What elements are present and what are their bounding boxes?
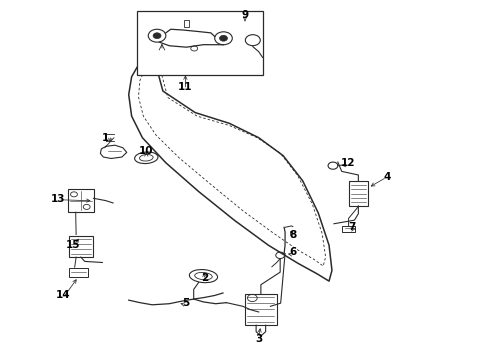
Ellipse shape xyxy=(189,270,218,283)
Text: 13: 13 xyxy=(51,194,66,204)
Ellipse shape xyxy=(135,152,158,163)
Text: 5: 5 xyxy=(182,298,189,308)
Bar xyxy=(68,189,94,212)
Text: 15: 15 xyxy=(66,240,80,250)
Text: 4: 4 xyxy=(383,172,391,182)
Ellipse shape xyxy=(140,154,153,161)
Polygon shape xyxy=(100,145,127,158)
Ellipse shape xyxy=(195,273,212,280)
Bar xyxy=(69,236,93,257)
Text: 2: 2 xyxy=(201,273,209,283)
Text: 11: 11 xyxy=(178,82,193,93)
Circle shape xyxy=(220,35,227,41)
Bar xyxy=(245,294,277,325)
Circle shape xyxy=(153,33,161,39)
Bar xyxy=(69,268,88,277)
Text: 14: 14 xyxy=(56,291,71,301)
Text: 3: 3 xyxy=(255,333,262,343)
Bar xyxy=(348,181,368,206)
Bar xyxy=(342,226,355,232)
Text: 8: 8 xyxy=(289,230,296,239)
Text: 1: 1 xyxy=(102,133,109,143)
Text: 12: 12 xyxy=(341,158,355,168)
Bar xyxy=(137,12,263,75)
Bar xyxy=(184,20,189,27)
Text: 9: 9 xyxy=(242,10,248,20)
Text: 6: 6 xyxy=(289,247,296,257)
Text: 10: 10 xyxy=(139,146,153,156)
Text: 7: 7 xyxy=(348,222,355,232)
